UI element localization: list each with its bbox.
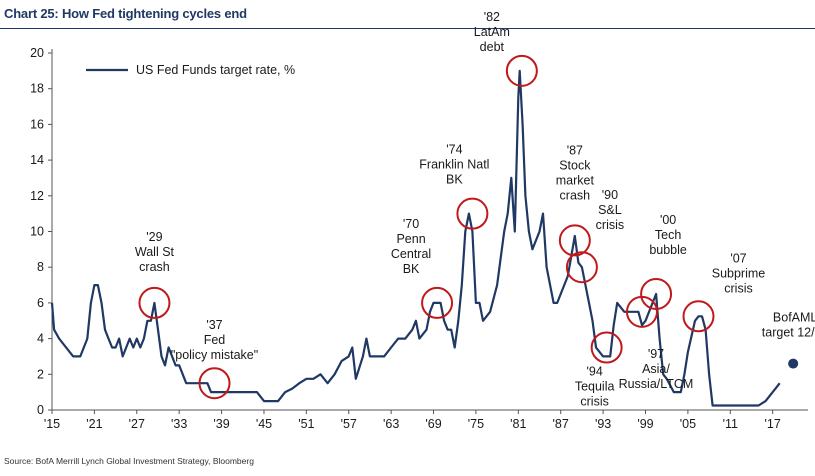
event-circle xyxy=(456,197,489,230)
x-tick-label: '15 xyxy=(44,417,60,431)
y-tick-label: 6 xyxy=(37,296,44,310)
y-tick-label: 20 xyxy=(30,46,44,60)
event-circle xyxy=(565,251,598,284)
x-tick-label: '51 xyxy=(298,417,314,431)
x-tick-label: '11 xyxy=(723,417,738,431)
event-circle xyxy=(682,300,715,333)
y-tick-label: 4 xyxy=(37,332,44,346)
event-annotation: '90 S&L crisis xyxy=(596,188,624,232)
event-circle xyxy=(590,331,623,364)
event-annotation: '82 LatAm debt xyxy=(474,10,510,54)
event-annotation: '87 Stock market crash xyxy=(556,143,595,202)
event-circles xyxy=(138,54,715,400)
x-tick-label: '33 xyxy=(171,417,187,431)
event-annotation: '37 Fed "policy mistake" xyxy=(171,318,258,362)
event-annotation: '07 Subprime crisis xyxy=(712,251,766,295)
legend-label: US Fed Funds target rate, % xyxy=(136,63,295,77)
target-point xyxy=(788,358,799,369)
x-tick-label: '75 xyxy=(468,417,484,431)
event-annotation: '74 Franklin Natl BK xyxy=(419,143,489,187)
event-circle xyxy=(421,286,454,319)
chart-title: Chart 25: How Fed tightening cycles end xyxy=(4,6,247,21)
x-tick-label: '63 xyxy=(383,417,399,431)
event-annotation: '00 Tech bubble xyxy=(649,213,687,257)
y-tick-label: 18 xyxy=(30,82,44,96)
x-tick-label: '81 xyxy=(510,417,526,431)
fed-funds-chart: 0 2 4 6 8 10 12 14 16 18 20 '15 '21 '27 '33 '39 '45 '51 '5… xyxy=(30,10,815,431)
x-tick-label: '05 xyxy=(680,417,696,431)
x-tick-label: '87 xyxy=(553,417,569,431)
x-tick-label: '99 xyxy=(637,417,653,431)
x-tick-label: '57 xyxy=(341,417,357,431)
y-tick-label: 14 xyxy=(30,153,44,167)
event-annotation: '97 Asia/Russia/LTCM xyxy=(619,347,694,391)
legend: US Fed Funds target rate, % xyxy=(86,63,295,77)
event-circle xyxy=(640,277,673,310)
x-tick-label: '39 xyxy=(213,417,229,431)
event-annotation: '29 Wall St crash xyxy=(135,230,175,274)
title-rule xyxy=(0,28,815,29)
source-note: Source: BofA Merrill Lynch Global Invest… xyxy=(4,456,254,466)
event-circle xyxy=(558,224,591,257)
event-circle xyxy=(198,367,231,400)
series-layer xyxy=(50,69,799,407)
tick-labels: 0 2 4 6 8 10 12 14 16 18 20 '15 '21 '27 '33 '39 '45 '51 '5… xyxy=(30,46,781,431)
series-line xyxy=(50,69,781,407)
x-tick-label: '27 xyxy=(129,417,145,431)
event-annotation: '94 Tequila crisis xyxy=(575,365,615,409)
x-tick-label: '69 xyxy=(425,417,441,431)
x-tick-label: '93 xyxy=(595,417,611,431)
y-tick-label: 8 xyxy=(37,260,44,274)
y-tick-label: 2 xyxy=(37,367,44,381)
event-circle xyxy=(505,54,538,87)
annotations: '29 Wall St crash '37 Fed "policy mistake" '70… xyxy=(135,10,815,409)
x-tick-label: '21 xyxy=(86,417,102,431)
x-tick-label: '45 xyxy=(256,417,272,431)
y-tick-label: 0 xyxy=(37,403,44,417)
y-tick-label: 16 xyxy=(30,117,44,131)
y-tick-label: 12 xyxy=(30,189,44,203)
event-annotation: '70 Penn Central BK xyxy=(391,217,431,276)
x-tick-label: '17 xyxy=(765,417,781,431)
axes xyxy=(51,49,808,411)
event-circle xyxy=(138,286,171,319)
y-tick-label: 10 xyxy=(30,225,44,239)
